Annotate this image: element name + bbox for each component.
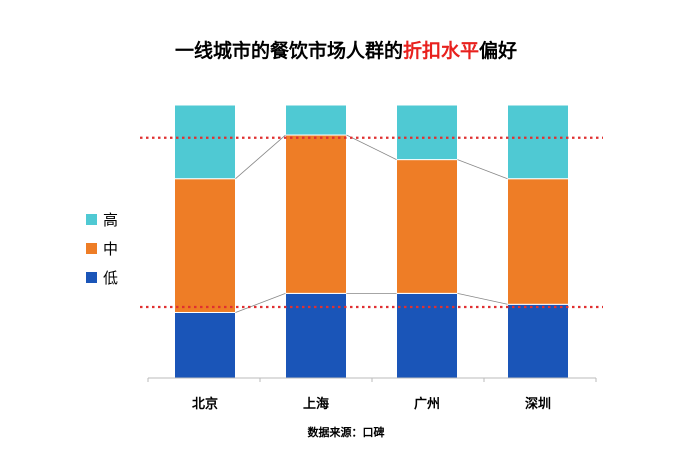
source-note: 数据来源：口碑: [307, 426, 385, 439]
bar-segment-上海-高: [285, 104, 347, 136]
bar-segment-北京-低: [174, 311, 236, 379]
bar-segment-广州-高: [396, 104, 458, 161]
legend-item-低: 低: [86, 266, 118, 288]
connector-line: [235, 134, 286, 180]
legend-label: 低: [103, 268, 119, 287]
connector-line: [235, 292, 286, 313]
x-tick-label-北京: 北京: [192, 396, 218, 412]
bar-segment-深圳-高: [507, 104, 569, 180]
bar-segment-上海-中: [285, 134, 347, 294]
connector-line: [346, 134, 397, 160]
bar-segment-深圳-中: [507, 178, 569, 305]
bar-segment-北京-中: [174, 178, 236, 313]
legend-item-高: 高: [86, 208, 118, 230]
legend-label: 高: [103, 210, 119, 229]
x-tick-label-深圳: 深圳: [525, 396, 551, 412]
legend-item-中: 中: [86, 237, 118, 259]
chart-title: 一线城市的餐饮市场人群的折扣水平偏好: [0, 36, 692, 63]
legend-swatch: [86, 213, 97, 225]
connector-line: [457, 292, 508, 305]
x-tick-label-上海: 上海: [303, 396, 329, 412]
x-tick-label-广州: 广州: [414, 396, 440, 412]
legend-swatch: [86, 271, 97, 283]
bar-segment-北京-高: [174, 104, 236, 180]
legend-label: 中: [103, 239, 119, 258]
connector-line: [457, 159, 508, 180]
bar-segment-广州-中: [396, 159, 458, 294]
legend-swatch: [86, 242, 97, 254]
title-highlight: 折扣水平: [402, 40, 479, 62]
bar-segment-深圳-低: [507, 303, 569, 379]
title-prefix: 一线城市的餐饮市场人群的: [174, 40, 403, 62]
title-suffix: 偏好: [479, 40, 518, 62]
